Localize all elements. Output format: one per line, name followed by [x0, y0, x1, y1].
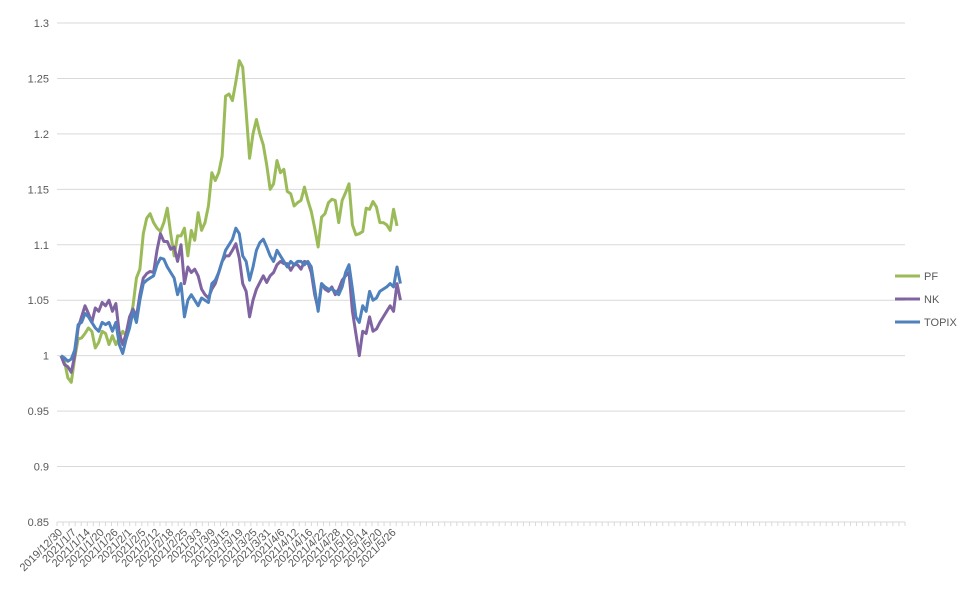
y-tick-label: 1.3	[34, 18, 49, 30]
y-tick-label: 1	[43, 351, 49, 363]
y-tick-label: 1.1	[34, 240, 49, 252]
series-line-topix	[60, 226, 402, 363]
series-lines	[59, 59, 402, 384]
y-tick-label: 1.05	[28, 295, 49, 307]
gridlines	[57, 22, 905, 468]
legend-label-topix: TOPIX	[924, 317, 957, 329]
y-tick-label: 1.25	[28, 73, 49, 85]
y-tick-label: 0.85	[28, 517, 49, 529]
y-tick-label: 0.95	[28, 406, 49, 418]
series-line-pf	[59, 59, 399, 384]
legend: PF NK TOPIX	[895, 271, 957, 329]
y-tick-label: 1.15	[28, 184, 49, 196]
x-axis	[56, 521, 906, 526]
y-tick-label: 1.2	[34, 129, 49, 141]
y-axis-ticks: 0.85 0.9 0.95 1 1.05 1.1 1.15 1.2 1.25 1.3	[28, 18, 49, 529]
legend-label-nk: NK	[924, 294, 940, 306]
y-tick-label: 0.9	[34, 462, 49, 474]
legend-label-pf: PF	[924, 271, 938, 283]
